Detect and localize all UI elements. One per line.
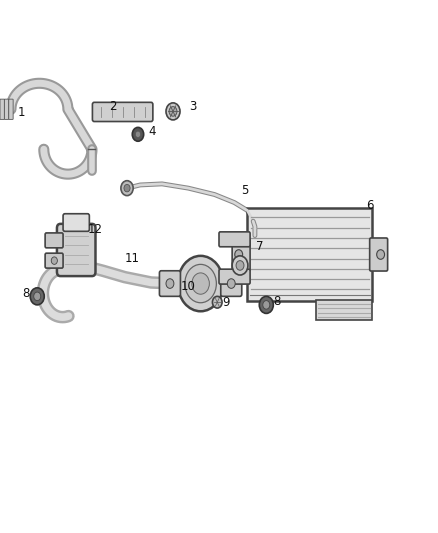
FancyBboxPatch shape bbox=[159, 271, 180, 296]
Circle shape bbox=[232, 256, 248, 275]
Circle shape bbox=[166, 279, 174, 288]
Circle shape bbox=[132, 127, 144, 141]
Text: 3: 3 bbox=[189, 100, 196, 113]
FancyBboxPatch shape bbox=[0, 99, 4, 119]
FancyBboxPatch shape bbox=[63, 214, 89, 231]
Circle shape bbox=[124, 184, 130, 192]
Text: 10: 10 bbox=[181, 280, 196, 293]
Circle shape bbox=[121, 181, 133, 196]
Circle shape bbox=[34, 292, 41, 301]
Text: 4: 4 bbox=[148, 125, 156, 138]
Text: 12: 12 bbox=[88, 223, 103, 236]
Circle shape bbox=[185, 264, 216, 303]
Circle shape bbox=[377, 249, 385, 260]
FancyBboxPatch shape bbox=[9, 99, 13, 119]
FancyBboxPatch shape bbox=[219, 232, 250, 247]
Text: 8: 8 bbox=[273, 295, 280, 308]
Text: 1: 1 bbox=[17, 107, 25, 119]
FancyBboxPatch shape bbox=[92, 102, 153, 122]
Circle shape bbox=[178, 256, 223, 311]
Circle shape bbox=[30, 288, 44, 305]
Circle shape bbox=[212, 296, 222, 308]
Text: 8: 8 bbox=[23, 287, 30, 300]
Bar bbox=[316, 300, 372, 320]
Text: 2: 2 bbox=[109, 100, 117, 113]
Text: 7: 7 bbox=[255, 240, 263, 253]
FancyBboxPatch shape bbox=[221, 271, 242, 296]
FancyBboxPatch shape bbox=[45, 233, 63, 248]
Circle shape bbox=[51, 257, 57, 264]
Bar bbox=[247, 208, 372, 301]
Circle shape bbox=[227, 279, 235, 288]
FancyBboxPatch shape bbox=[57, 224, 95, 276]
FancyBboxPatch shape bbox=[370, 238, 388, 271]
Text: 9: 9 bbox=[222, 296, 230, 309]
FancyBboxPatch shape bbox=[232, 238, 250, 271]
Circle shape bbox=[259, 296, 273, 313]
Circle shape bbox=[263, 301, 270, 309]
FancyBboxPatch shape bbox=[219, 269, 250, 284]
Text: 11: 11 bbox=[125, 252, 140, 265]
Circle shape bbox=[235, 249, 243, 260]
Circle shape bbox=[236, 261, 244, 270]
Text: 6: 6 bbox=[366, 199, 374, 212]
FancyBboxPatch shape bbox=[45, 253, 63, 268]
Circle shape bbox=[166, 103, 180, 120]
Circle shape bbox=[169, 107, 177, 116]
FancyBboxPatch shape bbox=[4, 99, 9, 119]
Circle shape bbox=[192, 273, 209, 294]
Circle shape bbox=[135, 131, 141, 138]
Text: 5: 5 bbox=[241, 184, 248, 197]
